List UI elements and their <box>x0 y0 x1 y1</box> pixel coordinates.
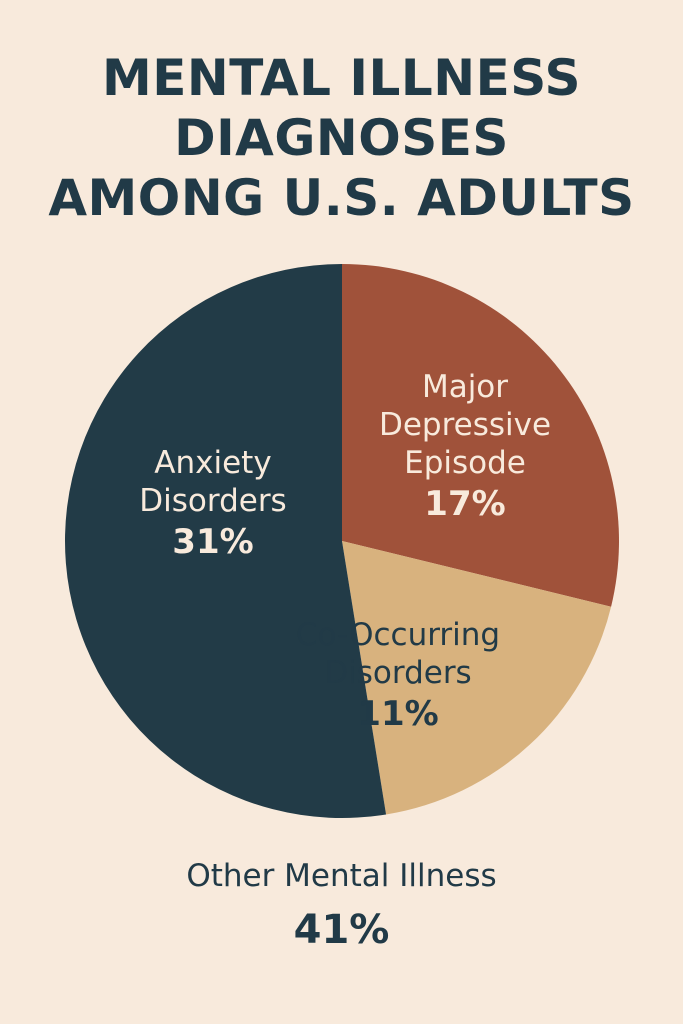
chart-title-line: MENTAL ILLNESS <box>101 49 582 107</box>
chart-title-line: DIAGNOSES <box>174 109 509 167</box>
chart-title-line: AMONG U.S. ADULTS <box>48 169 635 227</box>
slice-label: Major <box>422 369 508 405</box>
slice-label: Anxiety <box>154 445 271 481</box>
pie-slice <box>64 264 387 818</box>
pie-slice <box>342 541 612 815</box>
slice-value-label: 31% <box>172 522 253 562</box>
other-mental-illness-label: Other Mental Illness <box>186 858 497 894</box>
slice-value-label: 17% <box>424 484 505 524</box>
slice-label: Disorders <box>324 655 471 691</box>
slice-label: Episode <box>404 445 526 481</box>
slice-label: Disorders <box>139 483 286 519</box>
other-mental-illness-value: 41% <box>293 907 390 953</box>
chart-title: MENTAL ILLNESS DIAGNOSES AMONG U.S. ADUL… <box>0 48 683 228</box>
slice-value-label: 11% <box>357 694 438 734</box>
slice-label: Depressive <box>379 407 551 443</box>
pie-slice <box>342 264 619 607</box>
slice-label: Co-Occurring <box>296 617 500 653</box>
